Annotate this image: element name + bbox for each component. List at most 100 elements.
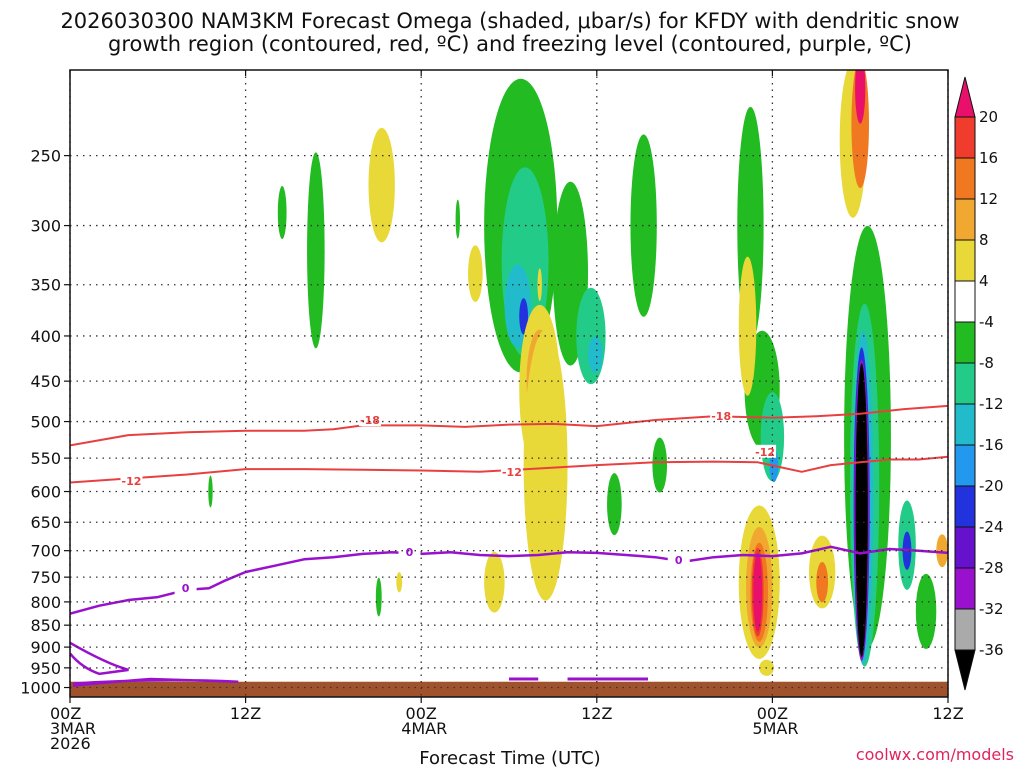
dgz-minus12-label-bg-0 [120, 474, 143, 488]
colorbar-seg-11 [954, 526, 976, 569]
dgz-minus12-label-0: -12 [122, 475, 142, 488]
omega-cell-46 [208, 475, 213, 508]
y-tick-label-350: 350 [30, 276, 61, 295]
omega-cell-42 [468, 245, 483, 302]
y-tick-label-500: 500 [30, 413, 61, 432]
colorbar-seg-0 [954, 76, 976, 118]
freezing-loop-0 [70, 641, 129, 676]
omega-cell-10 [588, 336, 603, 373]
omega-cell-11 [630, 134, 657, 317]
dgz-minus12-contour [70, 455, 948, 484]
colorbar-label-7: -12 [979, 395, 1004, 413]
omega-cell-3 [455, 199, 460, 239]
freezing-level-label-2: 0 [675, 554, 683, 567]
dgz-minus12-label-bg-2 [754, 444, 777, 458]
plot-frame [69, 69, 949, 698]
freezing-level-label-bg-0 [174, 581, 197, 595]
x-axis-label: Forecast Time (UTC) [419, 748, 600, 768]
omega-cell-7 [519, 298, 529, 335]
freezing-level-contour [70, 545, 948, 615]
x-tick-label-0-2: 2026 [50, 734, 91, 753]
y-tick-label-1000: 1000 [20, 679, 61, 698]
colorbar-label-11: -28 [979, 559, 1004, 577]
colorbar-seg-14 [954, 649, 976, 691]
omega-cell-24 [915, 573, 937, 649]
y-tick-label-450: 450 [30, 372, 61, 391]
dgz-minus12-label-1: -12 [502, 466, 522, 479]
colorbar-seg-13 [954, 608, 976, 651]
colorbar-seg-10 [954, 485, 976, 528]
omega-cell-48 [537, 268, 542, 302]
surface-fill [70, 681, 948, 697]
y-tick-label-300: 300 [30, 217, 61, 236]
freezing-level-label-bg-2 [667, 552, 690, 566]
colorbar-seg-7 [954, 362, 976, 405]
colorbar-label-1: 16 [979, 149, 998, 167]
y-tick-label-850: 850 [30, 616, 61, 635]
colorbar-seg-2 [954, 157, 976, 200]
omega-cell-39 [816, 562, 829, 603]
omega-cell-37 [753, 552, 763, 632]
dgz-minus12-label-bg-1 [500, 464, 523, 478]
y-tick-label-650: 650 [30, 513, 61, 532]
omega-cell-44 [607, 473, 622, 536]
x-tick-label-0-0: 00Z [50, 704, 81, 723]
colorbar-seg-8 [954, 403, 976, 446]
x-tick-label-24-0: 00Z [406, 704, 437, 723]
omega-cell-2 [307, 152, 325, 349]
x-tick-label-48-1: 5MAR [752, 719, 798, 738]
colorbar-label-13: -36 [979, 641, 1004, 659]
y-tick-label-550: 550 [30, 449, 61, 468]
y-tick-label-400: 400 [30, 327, 61, 346]
colorbar-label-9: -20 [979, 477, 1004, 495]
x-tick-label-0-1: 3MAR [50, 719, 96, 738]
y-tick-label-750: 750 [30, 568, 61, 587]
omega-cell-0 [368, 127, 395, 243]
colorbar-label-6: -8 [979, 354, 994, 372]
y-tick-label-600: 600 [30, 483, 61, 502]
colorbar-label-12: -32 [979, 600, 1004, 618]
omega-cell-40 [484, 551, 505, 613]
colorbar-seg-1 [954, 116, 976, 159]
credit-link[interactable]: coolwx.com/models [856, 745, 1014, 764]
x-tick-label-24-1: 4MAR [401, 719, 447, 738]
y-tick-label-700: 700 [30, 542, 61, 561]
y-tick-label-800: 800 [30, 593, 61, 612]
colorbar-seg-9 [954, 444, 976, 487]
freezing-loop-1 [72, 677, 239, 687]
x-tick-label-12-0: 12Z [230, 704, 261, 723]
colorbar-seg-4 [954, 239, 976, 282]
freezing-level-label-0: 0 [182, 582, 190, 595]
omega-cell-41 [738, 256, 757, 396]
omega-cell-45 [652, 437, 668, 493]
omega-cell-14 [760, 392, 785, 482]
dgz-minus18-label-1: -18 [711, 410, 731, 423]
colorbar-label-3: 8 [979, 231, 989, 249]
plot-area: -18 -18 -12 -12 -12 0 0 0 [70, 70, 948, 697]
colorbar-label-5: -4 [979, 313, 994, 331]
omega-cell-47 [375, 577, 382, 617]
omega-cell-21 [855, 363, 868, 658]
dgz-minus18-label-bg-1 [710, 409, 733, 423]
y-tick-label-250: 250 [30, 147, 61, 166]
y-tick-label-950: 950 [30, 659, 61, 678]
dgz-minus18-label-bg-0 [358, 413, 381, 427]
colorbar-seg-3 [954, 198, 976, 241]
colorbar-seg-5 [954, 280, 976, 323]
colorbar-label-4: 4 [979, 272, 989, 290]
colorbar-seg-6 [954, 321, 976, 364]
colorbar-label-2: 12 [979, 190, 998, 208]
omega-cell-27 [855, 70, 866, 124]
chart-title-line2: growth region (contoured, red, ºC) and f… [108, 32, 912, 56]
y-tick-label-900: 900 [30, 638, 61, 657]
colorbar: 20 16 12 8 4 -4 -8 -12 -16 -20 -24 -28 -32 -36 [954, 76, 1004, 691]
dgz-minus18-contour [70, 404, 948, 447]
freezing-level-label-1: 0 [406, 546, 414, 559]
chart-title-line1: 2026030300 NAM3KM Forecast Omega (shaded… [60, 9, 959, 33]
x-tick-label-60-0: 12Z [932, 704, 963, 723]
omega-cell-49 [396, 572, 403, 593]
colorbar-label-8: -16 [979, 436, 1004, 454]
x-tick-label-48-0: 00Z [757, 704, 788, 723]
